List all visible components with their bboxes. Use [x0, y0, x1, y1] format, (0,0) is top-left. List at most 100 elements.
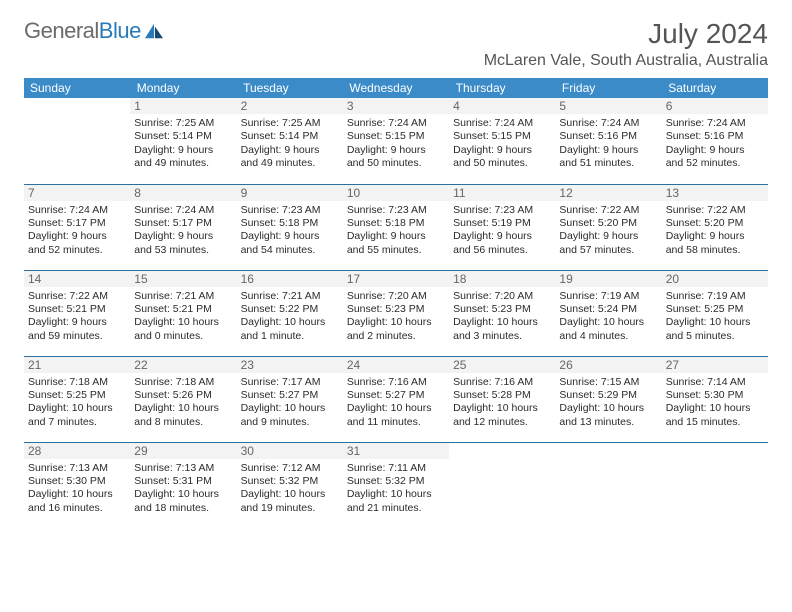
sunrise-line: Sunrise: 7:22 AM [559, 204, 657, 217]
daylight-line1: Daylight: 10 hours [241, 402, 339, 415]
calendar-day-cell: 5 Sunrise: 7:24 AMSunset: 5:16 PMDaylight… [555, 98, 661, 184]
sunrise-line: Sunrise: 7:24 AM [666, 117, 764, 130]
sunrise-line: Sunrise: 7:15 AM [559, 376, 657, 389]
calendar-header: SundayMondayTuesdayWednesdayThursdayFrid… [24, 78, 768, 98]
day-detail-lines: Sunrise: 7:22 AMSunset: 5:20 PMDaylight:… [559, 204, 657, 258]
calendar-day-cell: 3Sunrise: 7:24 AMSunset: 5:15 PMDaylight… [343, 98, 449, 184]
day-detail-lines: Sunrise: 7:24 AMSunset: 5:15 PMDaylight:… [347, 117, 445, 171]
daylight-line1: Daylight: 10 hours [559, 316, 657, 329]
daylight-line2: and 12 minutes. [453, 416, 551, 429]
day-detail-lines: Sunrise: 7:25 AMSunset: 5:14 PMDaylight:… [241, 117, 339, 171]
daylight-line2: and 0 minutes. [134, 330, 232, 343]
calendar-day-cell: 21Sunrise: 7:18 AMSunset: 5:25 PMDayligh… [24, 356, 130, 442]
sunrise-line: Sunrise: 7:25 AM [134, 117, 232, 130]
calendar-week-row: 28Sunrise: 7:13 AMSunset: 5:30 PMDayligh… [24, 442, 768, 528]
calendar-day-cell: 22Sunrise: 7:18 AMSunset: 5:26 PMDayligh… [130, 356, 236, 442]
calendar-day-cell: 13Sunrise: 7:22 AMSunset: 5:20 PMDayligh… [662, 184, 768, 270]
day-number: 17 [343, 271, 449, 287]
daylight-line2: and 15 minutes. [666, 416, 764, 429]
sunrise-line: Sunrise: 7:18 AM [28, 376, 126, 389]
daylight-line2: and 2 minutes. [347, 330, 445, 343]
day-detail-lines: Sunrise: 7:18 AMSunset: 5:25 PMDaylight:… [28, 376, 126, 430]
daylight-line2: and 7 minutes. [28, 416, 126, 429]
day-detail-lines: Sunrise: 7:21 AMSunset: 5:21 PMDaylight:… [134, 290, 232, 344]
daylight-line2: and 8 minutes. [134, 416, 232, 429]
logo-word1: General [24, 18, 99, 43]
header-bar: GeneralBlue July 2024 [24, 18, 768, 50]
day-number: 15 [130, 271, 236, 287]
calendar-week-row: 7Sunrise: 7:24 AMSunset: 5:17 PMDaylight… [24, 184, 768, 270]
day-number: 1 [130, 98, 236, 114]
day-number: 22 [130, 357, 236, 373]
sunrise-line: Sunrise: 7:19 AM [666, 290, 764, 303]
daylight-line1: Daylight: 10 hours [347, 402, 445, 415]
calendar-day-cell: 18Sunrise: 7:20 AMSunset: 5:23 PMDayligh… [449, 270, 555, 356]
day-number: 9 [237, 185, 343, 201]
day-number: 19 [555, 271, 661, 287]
day-detail-lines: Sunrise: 7:22 AMSunset: 5:21 PMDaylight:… [28, 290, 126, 344]
day-detail-lines: Sunrise: 7:20 AMSunset: 5:23 PMDaylight:… [453, 290, 551, 344]
day-detail-lines: Sunrise: 7:15 AMSunset: 5:29 PMDaylight:… [559, 376, 657, 430]
daylight-line2: and 59 minutes. [28, 330, 126, 343]
daylight-line1: Daylight: 9 hours [28, 316, 126, 329]
daylight-line1: Daylight: 9 hours [453, 144, 551, 157]
calendar-day-cell: 4Sunrise: 7:24 AMSunset: 5:15 PMDaylight… [449, 98, 555, 184]
daylight-line1: Daylight: 10 hours [241, 488, 339, 501]
daylight-line1: Daylight: 10 hours [666, 316, 764, 329]
sunrise-line: Sunrise: 7:13 AM [28, 462, 126, 475]
sunrise-line: Sunrise: 7:18 AM [134, 376, 232, 389]
day-number: 16 [237, 271, 343, 287]
sunset-line: Sunset: 5:21 PM [28, 303, 126, 316]
sunrise-line: Sunrise: 7:20 AM [453, 290, 551, 303]
sunrise-line: Sunrise: 7:21 AM [241, 290, 339, 303]
sunset-line: Sunset: 5:20 PM [666, 217, 764, 230]
logo: GeneralBlue [24, 18, 165, 44]
weekday-header: Monday [130, 78, 236, 98]
daylight-line2: and 52 minutes. [28, 244, 126, 257]
day-number: 11 [449, 185, 555, 201]
sunset-line: Sunset: 5:27 PM [347, 389, 445, 402]
sunrise-line: Sunrise: 7:19 AM [559, 290, 657, 303]
weekday-header: Sunday [24, 78, 130, 98]
sunset-line: Sunset: 5:16 PM [559, 130, 657, 143]
day-detail-lines: Sunrise: 7:21 AMSunset: 5:22 PMDaylight:… [241, 290, 339, 344]
sunset-line: Sunset: 5:21 PM [134, 303, 232, 316]
weekday-header: Saturday [662, 78, 768, 98]
day-number: 5 [555, 98, 661, 114]
calendar-day-cell: 19Sunrise: 7:19 AMSunset: 5:24 PMDayligh… [555, 270, 661, 356]
sunset-line: Sunset: 5:25 PM [28, 389, 126, 402]
calendar-day-cell: 28Sunrise: 7:13 AMSunset: 5:30 PMDayligh… [24, 442, 130, 528]
day-detail-lines: Sunrise: 7:24 AMSunset: 5:16 PMDaylight:… [559, 117, 657, 171]
sunset-line: Sunset: 5:28 PM [453, 389, 551, 402]
daylight-line2: and 56 minutes. [453, 244, 551, 257]
calendar-day-cell: 7Sunrise: 7:24 AMSunset: 5:17 PMDaylight… [24, 184, 130, 270]
sunset-line: Sunset: 5:18 PM [241, 217, 339, 230]
sunrise-line: Sunrise: 7:24 AM [28, 204, 126, 217]
sunset-line: Sunset: 5:32 PM [347, 475, 445, 488]
day-number: 25 [449, 357, 555, 373]
daylight-line2: and 4 minutes. [559, 330, 657, 343]
day-number: 30 [237, 443, 343, 459]
day-number: 6 [662, 98, 768, 114]
daylight-line2: and 49 minutes. [241, 157, 339, 170]
sunset-line: Sunset: 5:19 PM [453, 217, 551, 230]
sunset-line: Sunset: 5:27 PM [241, 389, 339, 402]
calendar-day-cell: 24Sunrise: 7:16 AMSunset: 5:27 PMDayligh… [343, 356, 449, 442]
daylight-line2: and 50 minutes. [347, 157, 445, 170]
sunrise-line: Sunrise: 7:13 AM [134, 462, 232, 475]
calendar-week-row: 14 Sunrise: 7:22 AMSunset: 5:21 PMDayligh… [24, 270, 768, 356]
weekday-header: Tuesday [237, 78, 343, 98]
daylight-line1: Daylight: 9 hours [241, 230, 339, 243]
day-number: 14 [24, 271, 130, 287]
sunrise-line: Sunrise: 7:17 AM [241, 376, 339, 389]
day-detail-lines: Sunrise: 7:23 AMSunset: 5:19 PMDaylight:… [453, 204, 551, 258]
day-detail-lines: Sunrise: 7:22 AMSunset: 5:20 PMDaylight:… [666, 204, 764, 258]
weekday-header: Thursday [449, 78, 555, 98]
calendar-day-cell: 23Sunrise: 7:17 AMSunset: 5:27 PMDayligh… [237, 356, 343, 442]
sunset-line: Sunset: 5:17 PM [28, 217, 126, 230]
day-number: 26 [555, 357, 661, 373]
calendar-day-cell: 6Sunrise: 7:24 AMSunset: 5:16 PMDaylight… [662, 98, 768, 184]
day-number: 12 [555, 185, 661, 201]
daylight-line1: Daylight: 10 hours [28, 402, 126, 415]
day-detail-lines: Sunrise: 7:13 AMSunset: 5:30 PMDaylight:… [28, 462, 126, 516]
